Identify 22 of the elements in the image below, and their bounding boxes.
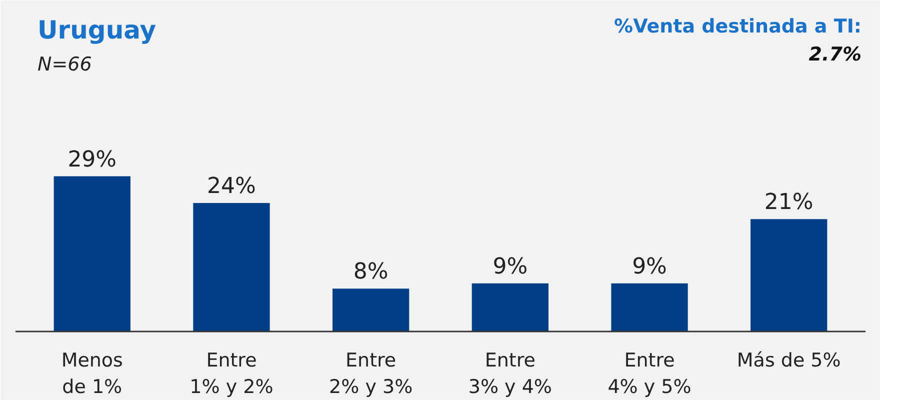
bar: [611, 283, 688, 332]
data-label: 21%: [764, 190, 814, 216]
chart-title: Uruguay: [38, 16, 156, 44]
chart-subtitle: N=66: [38, 54, 92, 76]
data-label: 24%: [207, 174, 256, 200]
x-tick-label: Más de 5%: [736, 350, 841, 372]
bar: [332, 288, 410, 332]
x-tick-label: Entre 4% y 5%: [608, 350, 692, 398]
x-tick-label: Entre 1% y 2%: [190, 350, 274, 398]
x-tick-label: Entre 2% y 3%: [329, 350, 413, 398]
data-label: 29%: [68, 147, 117, 172]
text: 2.7%: [808, 44, 862, 66]
bar: [193, 203, 270, 332]
data-label: 9%: [632, 254, 667, 280]
bar: [54, 176, 130, 332]
bar: [472, 283, 548, 332]
bar: [750, 219, 828, 332]
x-tick-label: Menos de 1%: [61, 350, 123, 398]
x-tick-label: Entre 3% y 4%: [468, 350, 552, 398]
text: %Venta destinada a TI:: [614, 16, 862, 38]
data-label: 8%: [353, 260, 388, 285]
data-label: 9%: [492, 254, 528, 280]
